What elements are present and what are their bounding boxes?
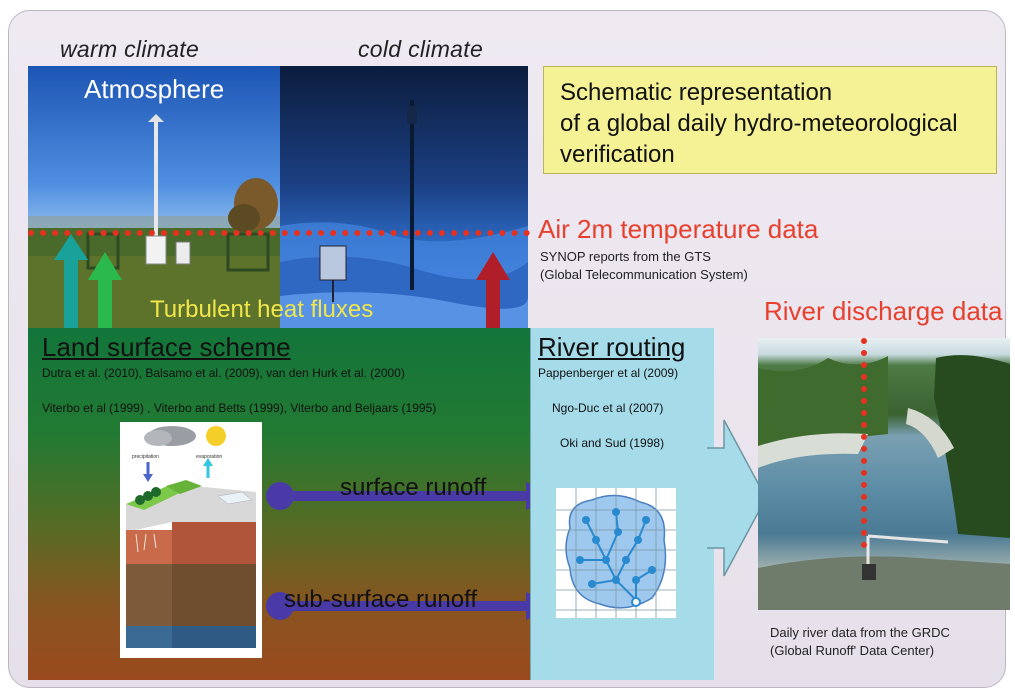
- river-routing-ref-3: Oki and Sud (1998): [560, 436, 665, 450]
- land-surface-schematic: precipitation evaporation: [120, 422, 262, 658]
- precipitation-label: precipitation: [132, 454, 159, 460]
- title-box: Schematic representation of a global dai…: [543, 66, 997, 174]
- heat-flux-arrows: [54, 234, 510, 332]
- warm-climate-label: warm climate: [60, 36, 200, 62]
- surface-runoff-label: surface runoff: [340, 474, 487, 501]
- land-surface-ref-2: Viterbo et al (1999) , Viterbo and Betts…: [42, 401, 437, 415]
- title-line-3: verification: [560, 141, 675, 168]
- land-surface-heading: Land surface scheme: [42, 332, 291, 362]
- air-temperature-title: Air 2m temperature data: [538, 214, 819, 244]
- land-surface-ref-1: Dutra et al. (2010), Balsamo et al. (200…: [42, 366, 405, 380]
- river-network-grid: [556, 488, 676, 618]
- soil-column-illustration: precipitation evaporation: [126, 426, 256, 648]
- river-routing-heading: River routing: [538, 332, 686, 362]
- air-temperature-note-2: (Global Telecommunication System): [540, 267, 748, 282]
- dark-red-arrow: [476, 252, 510, 332]
- green-arrow: [88, 252, 122, 332]
- air-temperature-note-1: SYNOP reports from the GTS: [540, 249, 711, 264]
- title-line-2: of a global daily hydro-meteorological: [560, 110, 958, 137]
- atmosphere-label: Atmosphere: [84, 74, 225, 104]
- teal-arrow: [54, 234, 88, 332]
- river-routing-ref-1: Pappenberger et al (2009): [538, 366, 679, 380]
- cold-climate-photo: [280, 66, 528, 328]
- river-photo: [758, 338, 1010, 610]
- river-discharge-title: River discharge data: [764, 296, 1003, 326]
- river-discharge-dotted-line: [861, 338, 867, 548]
- air-temperature-dotted-line: [28, 230, 530, 236]
- cold-climate-label: cold climate: [358, 36, 484, 62]
- subsurface-runoff-label: sub-surface runoff: [284, 586, 477, 613]
- title-line-1: Schematic representation: [560, 79, 833, 106]
- river-routing-ref-2: Ngo-Duc et al (2007): [552, 401, 664, 415]
- evaporation-label: evaporation: [196, 454, 222, 460]
- cold-station-illustration: [280, 100, 528, 328]
- river-network-illustration: [556, 488, 676, 618]
- turbulent-heat-fluxes-label: Turbulent heat fluxes: [150, 296, 374, 323]
- river-illustration: [758, 355, 1010, 610]
- river-discharge-note-1: Daily river data from the GRDC: [770, 625, 950, 640]
- river-discharge-note-2: (Global Runoff' Data Center): [770, 643, 935, 658]
